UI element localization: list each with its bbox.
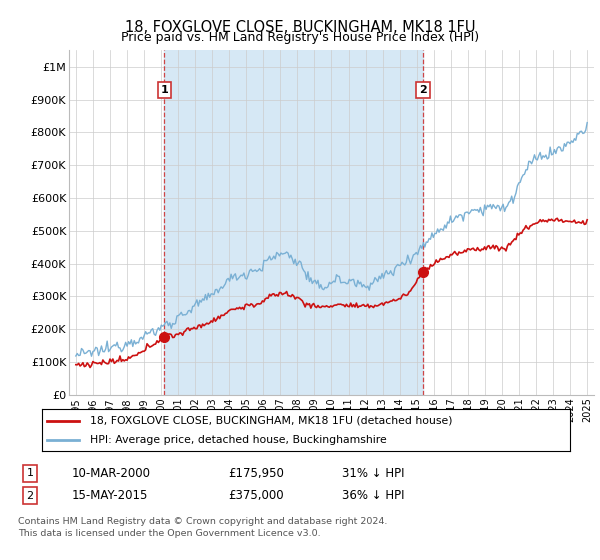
Text: £375,000: £375,000 [228, 489, 284, 502]
Text: 15-MAY-2015: 15-MAY-2015 [72, 489, 148, 502]
Text: This data is licensed under the Open Government Licence v3.0.: This data is licensed under the Open Gov… [18, 529, 320, 538]
Text: 10-MAR-2000: 10-MAR-2000 [72, 466, 151, 480]
Text: 1: 1 [160, 85, 168, 95]
Text: 31% ↓ HPI: 31% ↓ HPI [342, 466, 404, 480]
Text: 18, FOXGLOVE CLOSE, BUCKINGHAM, MK18 1FU: 18, FOXGLOVE CLOSE, BUCKINGHAM, MK18 1FU [125, 20, 475, 35]
Bar [164, 50, 423, 395]
Text: Price paid vs. HM Land Registry's House Price Index (HPI): Price paid vs. HM Land Registry's House … [121, 31, 479, 44]
Text: Contains HM Land Registry data © Crown copyright and database right 2024.: Contains HM Land Registry data © Crown c… [18, 517, 388, 526]
Text: £175,950: £175,950 [228, 466, 284, 480]
Text: 18, FOXGLOVE CLOSE, BUCKINGHAM, MK18 1FU (detached house): 18, FOXGLOVE CLOSE, BUCKINGHAM, MK18 1FU… [89, 416, 452, 426]
Text: 1: 1 [26, 468, 34, 478]
Text: HPI: Average price, detached house, Buckinghamshire: HPI: Average price, detached house, Buck… [89, 435, 386, 445]
Text: 2: 2 [419, 85, 427, 95]
Text: 2: 2 [26, 491, 34, 501]
Text: 36% ↓ HPI: 36% ↓ HPI [342, 489, 404, 502]
